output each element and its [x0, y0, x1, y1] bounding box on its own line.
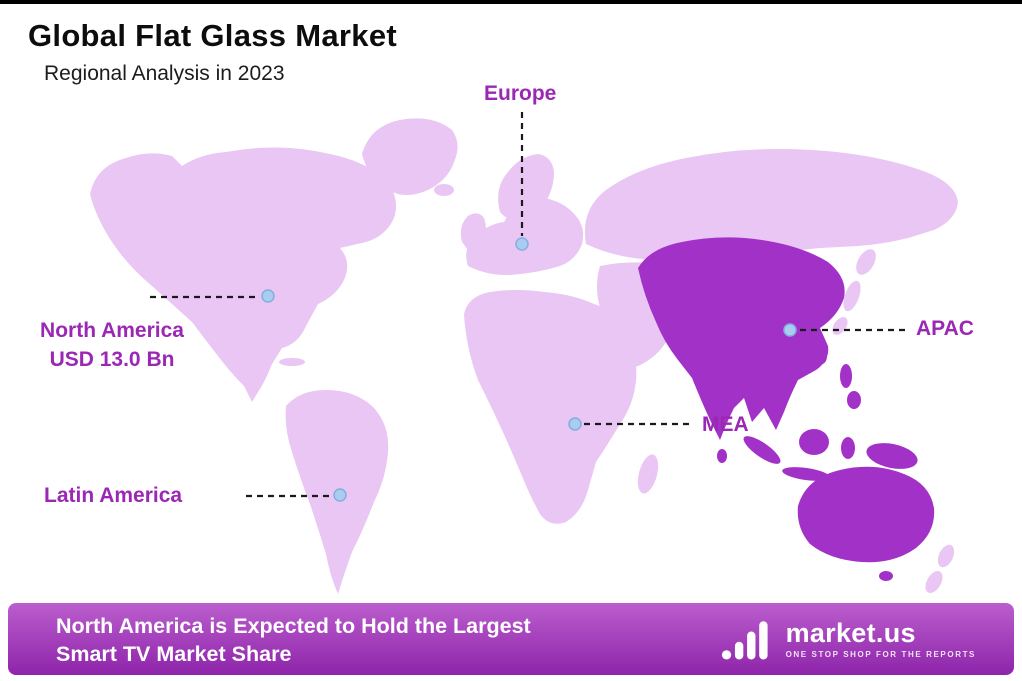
page-title: Global Flat Glass Market [28, 18, 397, 53]
europe-label: Europe [484, 82, 557, 105]
landmass-new-zealand [925, 544, 955, 593]
brand-name: market.us [785, 617, 916, 648]
landmass-philippines [840, 364, 861, 409]
apac-marker [783, 323, 797, 337]
landmass-madagascar [637, 454, 659, 494]
landmass-cuba [279, 358, 305, 366]
landmass-africa [464, 290, 642, 524]
north-america-label-value: USD 13.0 Bn [49, 348, 175, 372]
apac-label: APAC [916, 317, 974, 340]
mea-label: MEA [702, 413, 749, 436]
north-america-label: North America USD 13.0 Bn [14, 316, 210, 375]
north-america-label-name: North America [40, 319, 184, 342]
mea-marker [568, 417, 582, 431]
page-subtitle: Regional Analysis in 2023 [44, 62, 285, 85]
brand-block: market.us ONE STOP SHOP FOR THE REPORTS [720, 615, 976, 663]
landmass-japan [832, 249, 876, 335]
north-america-marker [261, 289, 275, 303]
latin-america-label: Latin America [44, 484, 183, 507]
landmass-korea [820, 299, 836, 321]
landmass-sri-lanka [717, 449, 727, 463]
market-us-logo-icon [721, 621, 768, 660]
footer-caption-line1: North America is Expected to Hold the La… [56, 614, 531, 638]
landmass-group-base [90, 118, 958, 594]
landmass-iceland [434, 184, 454, 196]
latin-america-marker [333, 488, 347, 502]
landmass-europe [466, 194, 584, 275]
landmass-greenland [362, 118, 458, 195]
europe-marker [515, 237, 529, 251]
landmass-scandinavia [498, 154, 554, 220]
brand-text: market.us ONE STOP SHOP FOR THE REPORTS [785, 617, 976, 660]
landmass-tasmania [879, 571, 893, 581]
landmass-indonesia [743, 429, 918, 481]
landmass-british-isles [460, 213, 486, 251]
footer-caption-line2: Smart TV Market Share [56, 642, 292, 667]
landmass-russia [584, 149, 958, 260]
world-map [90, 112, 958, 594]
brand-tagline: ONE STOP SHOP FOR THE REPORTS [785, 650, 976, 660]
landmass-north-america [90, 147, 396, 402]
landmass-asia-apac [638, 237, 845, 440]
landmass-taiwan [817, 348, 827, 364]
callout-group [150, 112, 906, 502]
footer-banner: North America is Expected to Hold the La… [8, 603, 1014, 675]
footer-caption: North America is Expected to Hold the La… [56, 612, 531, 669]
landmass-group-apac-highlight [638, 237, 935, 581]
landmass-australia [797, 466, 935, 563]
